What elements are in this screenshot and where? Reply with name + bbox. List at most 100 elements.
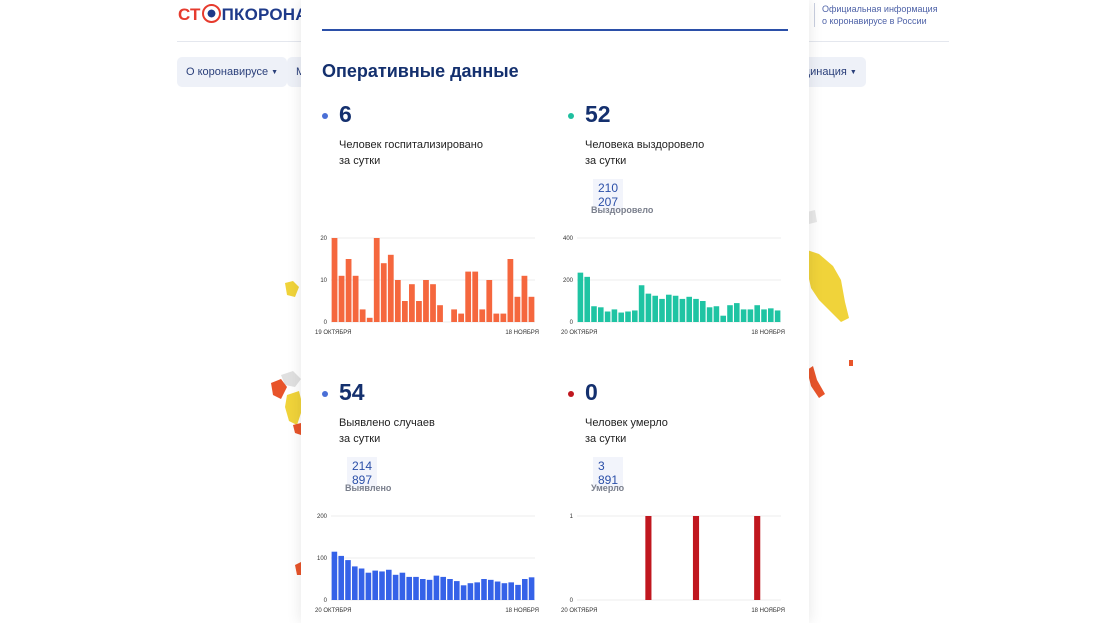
chart-bar[interactable] (401, 301, 408, 322)
chart-bar[interactable] (522, 579, 528, 600)
chart-bar[interactable] (672, 295, 679, 322)
chart-bar[interactable] (754, 305, 760, 322)
chart-bar[interactable] (458, 313, 465, 322)
chart-bar[interactable] (406, 576, 412, 600)
chart-bar[interactable] (493, 313, 500, 322)
chart-bar[interactable] (706, 307, 713, 322)
chart-bar[interactable] (358, 568, 365, 601)
chart-bar[interactable] (528, 296, 535, 322)
chart-bar[interactable] (666, 294, 672, 322)
chart-bar[interactable] (386, 569, 392, 600)
chart-bar[interactable] (430, 284, 436, 322)
chart-bar[interactable] (761, 309, 767, 322)
chart-bar[interactable] (720, 315, 726, 322)
chart-bar[interactable] (686, 296, 692, 322)
chart-bar[interactable] (392, 574, 399, 600)
chart-bar[interactable] (692, 516, 700, 600)
chart-bar[interactable] (352, 275, 359, 322)
chart-bar[interactable] (486, 280, 493, 322)
chart-bar[interactable] (366, 317, 373, 322)
chart-bar[interactable] (479, 309, 486, 322)
chart-bar[interactable] (727, 305, 733, 322)
chart-bar[interactable] (577, 272, 584, 322)
chart-bar[interactable] (454, 581, 460, 600)
chart-bar[interactable] (413, 576, 419, 600)
chart-bar[interactable] (734, 303, 740, 322)
chart-bar[interactable] (501, 583, 508, 600)
chart-bar[interactable] (618, 312, 624, 322)
chart-bar[interactable] (460, 585, 467, 600)
chart-bar[interactable] (472, 271, 479, 322)
chart-bar[interactable] (638, 285, 645, 322)
chart-bar[interactable] (474, 582, 480, 600)
chart-bar[interactable] (584, 276, 590, 322)
chart-bar[interactable] (598, 307, 604, 322)
chart-bar[interactable] (747, 309, 754, 322)
site-logo[interactable]: СТ ПКОРОНАВ (178, 4, 320, 25)
chart-bar[interactable] (700, 301, 706, 322)
chart-bar[interactable] (372, 570, 378, 600)
chart-bar[interactable] (345, 259, 352, 322)
chart-bar[interactable] (625, 311, 631, 323)
chart-bar[interactable] (338, 275, 345, 322)
chart-bar[interactable] (774, 310, 781, 322)
chart-bar[interactable] (467, 583, 474, 600)
chart-bar[interactable] (380, 263, 387, 322)
chart-bar[interactable] (645, 293, 652, 322)
chart-bar[interactable] (387, 254, 394, 322)
chart-bar[interactable] (373, 238, 380, 322)
chart-bar[interactable] (394, 280, 401, 322)
chart-bar[interactable] (515, 584, 521, 600)
chart-bar[interactable] (365, 572, 372, 600)
chart-bar[interactable] (645, 516, 652, 600)
chart-bar[interactable] (514, 296, 521, 322)
chart-bar[interactable] (345, 560, 351, 600)
chart-bar[interactable] (409, 284, 415, 322)
y-tick-label: 0 (570, 598, 574, 604)
chart-bar[interactable] (500, 313, 507, 322)
y-tick-label: 200 (563, 278, 574, 284)
chart-bar[interactable] (528, 577, 535, 600)
chart-bar[interactable] (611, 309, 618, 322)
chart-bar[interactable] (420, 579, 426, 600)
chart-bar[interactable] (481, 579, 487, 600)
chart-bar[interactable] (447, 579, 453, 600)
chart-bar[interactable] (604, 311, 611, 323)
chart-bar[interactable] (507, 259, 514, 322)
chart-bar[interactable] (754, 516, 761, 600)
chart-bar[interactable] (423, 280, 429, 322)
chart-bar[interactable] (521, 275, 528, 322)
chart-bar[interactable] (338, 555, 344, 600)
official-info-text[interactable]: Официальная информация о коронавирусе в … (814, 3, 944, 27)
chart-bar[interactable] (379, 571, 385, 600)
stop-sign-icon (201, 4, 221, 23)
chart-bar[interactable] (359, 309, 366, 322)
chart-bar[interactable] (740, 309, 747, 322)
chart-bar[interactable] (416, 301, 422, 322)
chart-bar[interactable] (508, 582, 514, 600)
chart-bar[interactable] (652, 295, 658, 322)
chart-bar[interactable] (632, 310, 638, 322)
bullet-dot-icon (322, 113, 328, 119)
chart-bar[interactable] (679, 298, 686, 322)
y-tick-label: 100 (317, 556, 328, 562)
chart-bar[interactable] (331, 551, 338, 600)
chart-bar[interactable] (693, 298, 699, 322)
chart-bar[interactable] (433, 575, 440, 600)
chart-bar[interactable] (488, 579, 494, 600)
chart-bar[interactable] (494, 581, 501, 600)
chart-bar[interactable] (713, 306, 720, 322)
chart-bar[interactable] (352, 566, 358, 600)
chart-bar[interactable] (591, 306, 597, 322)
chart-bar[interactable] (437, 305, 443, 322)
chart-bar[interactable] (768, 308, 774, 322)
chart-bar[interactable] (451, 309, 457, 322)
chart-bar[interactable] (426, 579, 433, 600)
chart-bar[interactable] (659, 298, 665, 322)
chart-bar[interactable] (465, 271, 472, 322)
x-end-label: 18 НОЯБРЯ (751, 608, 785, 614)
chart-bar[interactable] (331, 238, 338, 322)
chart-bar[interactable] (399, 572, 406, 600)
nav-item-about[interactable]: О коронавирусе ▼ (177, 57, 288, 87)
chart-bar[interactable] (440, 576, 446, 600)
